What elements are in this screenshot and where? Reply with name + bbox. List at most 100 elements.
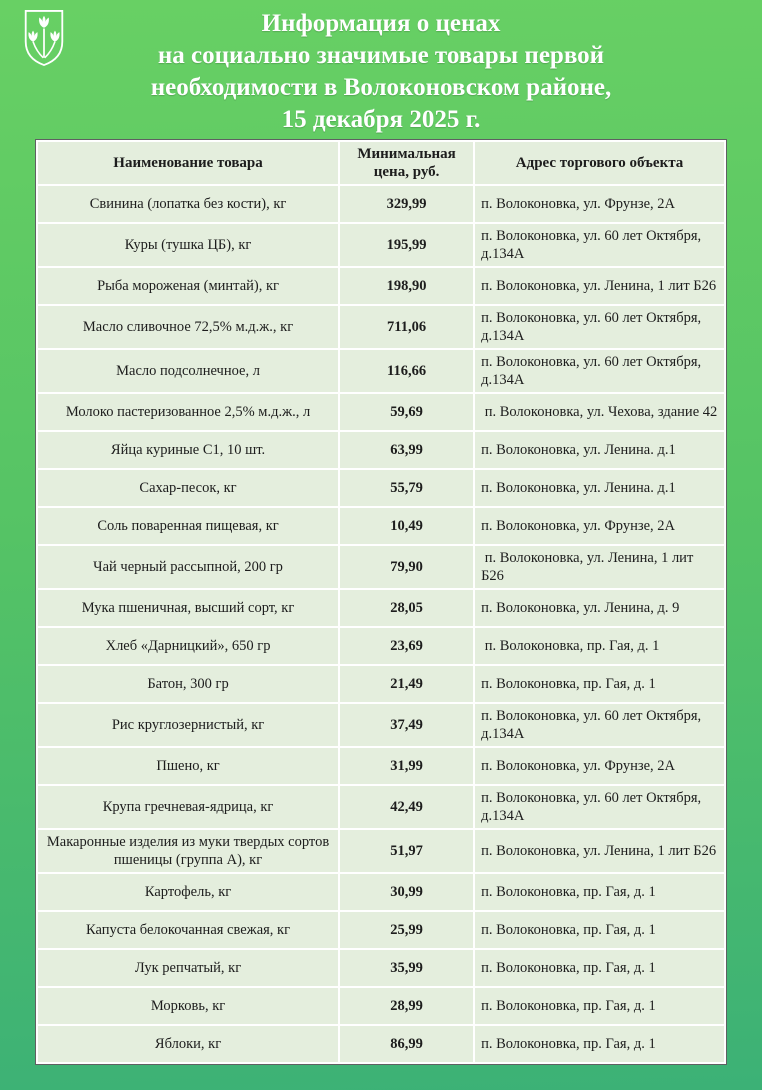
address-cell: п. Волоконовка, ул. 60 лет Октября, д.13… <box>475 704 724 746</box>
price-cell: 198,90 <box>340 268 474 304</box>
address-cell: п. Волоконовка, ул. Ленина, 1 лит Б26 <box>475 546 724 588</box>
product-name-cell: Яблоки, кг <box>38 1026 339 1062</box>
price-cell: 25,99 <box>340 912 474 948</box>
table-row: Лук репчатый, кг 35,99 п. Волоконовка, п… <box>38 950 724 986</box>
price-cell: 28,99 <box>340 988 474 1024</box>
address-cell: п. Волоконовка, ул. Чехова, здание 42 <box>475 394 724 430</box>
price-cell: 35,99 <box>340 950 474 986</box>
product-name-cell: Соль поваренная пищевая, кг <box>38 508 339 544</box>
volokonovka-tulip-crest-icon <box>22 8 66 68</box>
table-row: Куры (тушка ЦБ), кг 195,99 п. Волоконовк… <box>38 224 724 266</box>
address-cell: п. Волоконовка, ул. Фрунзе, 2А <box>475 508 724 544</box>
product-name-cell: Хлеб «Дарницкий», 650 гр <box>38 628 339 664</box>
table-row: Яблоки, кг 86,99 п. Волоконовка, пр. Гая… <box>38 1026 724 1062</box>
table-row: Морковь, кг 28,99 п. Волоконовка, пр. Га… <box>38 988 724 1024</box>
column-header: Минимальная цена, руб. <box>340 142 474 184</box>
product-name-cell: Куры (тушка ЦБ), кг <box>38 224 339 266</box>
product-name-cell: Морковь, кг <box>38 988 339 1024</box>
address-cell: п. Волоконовка, пр. Гая, д. 1 <box>475 1026 724 1062</box>
price-cell: 23,69 <box>340 628 474 664</box>
table-row: Яйца куриные С1, 10 шт. 63,99 п. Волокон… <box>38 432 724 468</box>
price-cell: 86,99 <box>340 1026 474 1062</box>
address-cell: п. Волоконовка, пр. Гая, д. 1 <box>475 666 724 702</box>
title-line: Информация о ценах <box>261 10 501 37</box>
table-row: Масло подсолнечное, л 116,66 п. Волоконо… <box>38 350 724 392</box>
title-line: на социально значимые товары первой <box>157 42 605 69</box>
table-row: Свинина (лопатка без кости), кг 329,99 п… <box>38 186 724 222</box>
address-cell: п. Волоконовка, пр. Гая, д. 1 <box>475 912 724 948</box>
price-cell: 21,49 <box>340 666 474 702</box>
table-row: Пшено, кг 31,99 п. Волоконовка, ул. Фрун… <box>38 748 724 784</box>
product-name-cell: Свинина (лопатка без кости), кг <box>38 186 339 222</box>
address-cell: п. Волоконовка, ул. Ленина, 1 лит Б26 <box>475 268 724 304</box>
title-line: 15 декабря 2025 г. <box>281 106 481 133</box>
product-name-cell: Крупа гречневая-ядрица, кг <box>38 786 339 828</box>
header-row: Наименование товара Минимальная цена, ру… <box>38 142 724 184</box>
table-row: Мука пшеничная, высший сорт, кг 28,05 п.… <box>38 590 724 626</box>
address-cell: п. Волоконовка, ул. 60 лет Октября, д.13… <box>475 786 724 828</box>
price-cell: 31,99 <box>340 748 474 784</box>
address-cell: п. Волоконовка, пр. Гая, д. 1 <box>475 628 724 664</box>
table-row: Картофель, кг 30,99 п. Волоконовка, пр. … <box>38 874 724 910</box>
product-name-cell: Яйца куриные С1, 10 шт. <box>38 432 339 468</box>
address-cell: п. Волоконовка, пр. Гая, д. 1 <box>475 874 724 910</box>
table-row: Чай черный рассыпной, 200 гр 79,90 п. Во… <box>38 546 724 588</box>
table-row: Масло сливочное 72,5% м.д.ж., кг 711,06 … <box>38 306 724 348</box>
price-cell: 10,49 <box>340 508 474 544</box>
price-table: Наименование товара Минимальная цена, ру… <box>36 140 726 1064</box>
product-name-cell: Сахар-песок, кг <box>38 470 339 506</box>
address-cell: п. Волоконовка, ул. 60 лет Октября, д.13… <box>475 306 724 348</box>
price-cell: 51,97 <box>340 830 474 872</box>
product-name-cell: Макаронные изделия из муки твердых сорто… <box>38 830 339 872</box>
table-head: Наименование товара Минимальная цена, ру… <box>38 142 724 184</box>
column-header: Наименование товара <box>38 142 339 184</box>
product-name-cell: Рыба мороженая (минтай), кг <box>38 268 339 304</box>
product-name-cell: Картофель, кг <box>38 874 339 910</box>
price-cell: 55,79 <box>340 470 474 506</box>
price-cell: 42,49 <box>340 786 474 828</box>
table-row: Рыба мороженая (минтай), кг 198,90 п. Во… <box>38 268 724 304</box>
product-name-cell: Масло сливочное 72,5% м.д.ж., кг <box>38 306 339 348</box>
page-title: Информация о ценах на социально значимые… <box>0 8 762 136</box>
address-cell: п. Волоконовка, ул. Ленина, 1 лит Б26 <box>475 830 724 872</box>
product-name-cell: Чай черный рассыпной, 200 гр <box>38 546 339 588</box>
address-cell: п. Волоконовка, ул. Фрунзе, 2А <box>475 748 724 784</box>
product-name-cell: Пшено, кг <box>38 748 339 784</box>
product-name-cell: Масло подсолнечное, л <box>38 350 339 392</box>
address-cell: п. Волоконовка, ул. Ленина. д.1 <box>475 432 724 468</box>
price-cell: 59,69 <box>340 394 474 430</box>
price-cell: 329,99 <box>340 186 474 222</box>
price-cell: 195,99 <box>340 224 474 266</box>
address-cell: п. Волоконовка, ул. 60 лет Октября, д.13… <box>475 224 724 266</box>
table-row: Сахар-песок, кг 55,79 п. Волоконовка, ул… <box>38 470 724 506</box>
price-table-frame: Наименование товара Минимальная цена, ру… <box>35 139 727 1065</box>
price-cell: 711,06 <box>340 306 474 348</box>
table-body: Свинина (лопатка без кости), кг 329,99 п… <box>38 186 724 1062</box>
price-cell: 28,05 <box>340 590 474 626</box>
address-cell: п. Волоконовка, ул. Ленина, д. 9 <box>475 590 724 626</box>
table-row: Крупа гречневая-ядрица, кг 42,49 п. Воло… <box>38 786 724 828</box>
table-row: Макаронные изделия из муки твердых сорто… <box>38 830 724 872</box>
price-cell: 30,99 <box>340 874 474 910</box>
price-cell: 63,99 <box>340 432 474 468</box>
price-cell: 79,90 <box>340 546 474 588</box>
table-row: Соль поваренная пищевая, кг 10,49 п. Вол… <box>38 508 724 544</box>
address-cell: п. Волоконовка, ул. 60 лет Октября, д.13… <box>475 350 724 392</box>
address-cell: п. Волоконовка, пр. Гая, д. 1 <box>475 988 724 1024</box>
product-name-cell: Лук репчатый, кг <box>38 950 339 986</box>
table-row: Хлеб «Дарницкий», 650 гр 23,69 п. Волоко… <box>38 628 724 664</box>
product-name-cell: Капуста белокочанная свежая, кг <box>38 912 339 948</box>
address-cell: п. Волоконовка, пр. Гая, д. 1 <box>475 950 724 986</box>
title-line: необходимости в Волоконовском районе, <box>150 74 612 101</box>
product-name-cell: Батон, 300 гр <box>38 666 339 702</box>
price-cell: 37,49 <box>340 704 474 746</box>
column-header: Адрес торгового объекта <box>475 142 724 184</box>
product-name-cell: Рис круглозернистый, кг <box>38 704 339 746</box>
address-cell: п. Волоконовка, ул. Фрунзе, 2А <box>475 186 724 222</box>
table-row: Молоко пастеризованное 2,5% м.д.ж., л 59… <box>38 394 724 430</box>
product-name-cell: Молоко пастеризованное 2,5% м.д.ж., л <box>38 394 339 430</box>
table-row: Рис круглозернистый, кг 37,49 п. Волокон… <box>38 704 724 746</box>
address-cell: п. Волоконовка, ул. Ленина. д.1 <box>475 470 724 506</box>
table-row: Капуста белокочанная свежая, кг 25,99 п.… <box>38 912 724 948</box>
